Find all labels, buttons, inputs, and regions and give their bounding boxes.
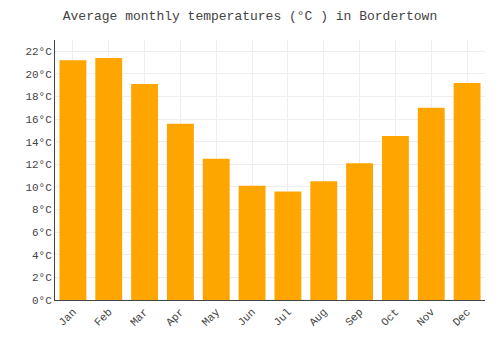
svg-text:Jul: Jul bbox=[271, 306, 293, 328]
svg-text:10°C: 10°C bbox=[25, 182, 52, 194]
svg-text:4°C: 4°C bbox=[32, 250, 52, 262]
svg-text:Feb: Feb bbox=[92, 306, 114, 328]
svg-text:22°C: 22°C bbox=[25, 46, 52, 58]
svg-text:14°C: 14°C bbox=[25, 137, 52, 149]
svg-text:Jan: Jan bbox=[56, 306, 78, 328]
svg-text:May: May bbox=[200, 306, 223, 329]
svg-text:6°C: 6°C bbox=[32, 227, 52, 239]
svg-text:Average monthly temperatures (: Average monthly temperatures (°C ) in Bo… bbox=[63, 9, 437, 24]
svg-text:Nov: Nov bbox=[415, 306, 438, 329]
svg-text:16°C: 16°C bbox=[25, 114, 52, 126]
svg-text:Oct: Oct bbox=[379, 306, 401, 328]
svg-text:Jun: Jun bbox=[236, 306, 258, 328]
svg-text:Sep: Sep bbox=[343, 306, 365, 328]
svg-text:20°C: 20°C bbox=[25, 69, 52, 81]
svg-text:12°C: 12°C bbox=[25, 159, 52, 171]
svg-text:Aug: Aug bbox=[307, 306, 329, 328]
svg-text:0°C: 0°C bbox=[32, 295, 52, 307]
svg-text:8°C: 8°C bbox=[32, 204, 52, 216]
svg-text:2°C: 2°C bbox=[32, 272, 52, 284]
svg-text:Apr: Apr bbox=[164, 306, 186, 328]
svg-text:18°C: 18°C bbox=[25, 91, 52, 103]
svg-text:Dec: Dec bbox=[451, 306, 473, 328]
svg-text:Mar: Mar bbox=[128, 306, 150, 328]
